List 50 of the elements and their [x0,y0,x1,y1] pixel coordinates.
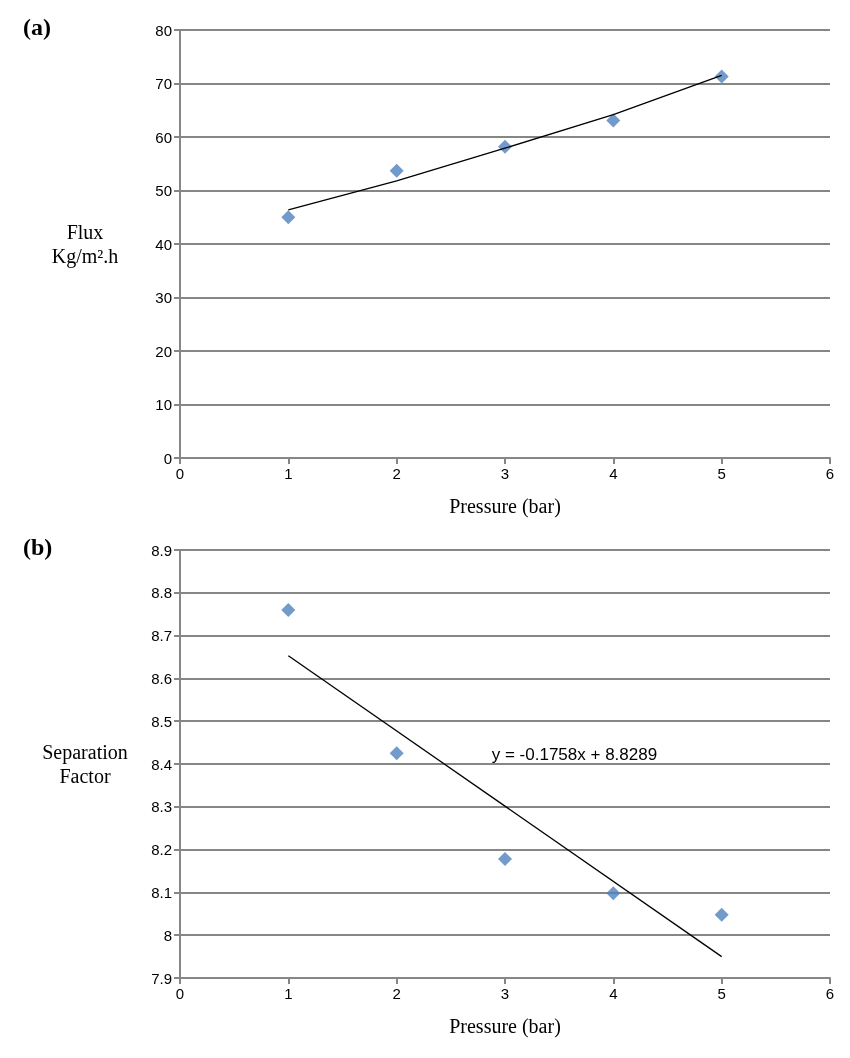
x-tick-label: 3 [500,985,510,1002]
x-axis-title: Pressure (bar) [449,1015,561,1038]
x-tick-label: 4 [609,465,618,482]
point [389,163,404,178]
annotation: y = -0.1758x + 8.8289 [491,745,658,765]
x-tick-label: 0 [175,985,185,1002]
chart-title: (a) [23,14,51,40]
x-tick-label: 4 [609,985,618,1002]
x-tick-label: 0 [175,465,185,482]
point [281,602,296,617]
y-tick-label: 8.9 [151,541,172,559]
y-tick-label: 0 [163,449,172,467]
y-tick-label: 7.9 [151,969,172,987]
point [281,210,296,225]
y-tick-label: 8 [163,926,172,944]
x-tick-label: 6 [825,465,835,482]
x-tick-label: 3 [500,465,510,482]
y-tick-label: 10 [155,396,172,413]
point [714,69,729,84]
point [714,907,729,922]
y-tick-label: 8.4 [151,755,172,773]
y-tick-label: 50 [155,182,172,199]
y-tick-label: 30 [155,289,172,306]
x-axis-title: Pressure (bar) [449,495,561,518]
y-tick-label: 8.6 [151,669,172,687]
x-tick-label: 1 [284,465,293,482]
y-tick-label: 8.7 [151,627,172,645]
y-axis-title: Separation Factor [42,741,128,787]
y-tick-label: 20 [155,342,172,360]
x-tick-label: 5 [717,985,726,1002]
y-tick-label: 8.8 [151,584,172,602]
y-tick-label: 8.5 [151,712,172,730]
point [606,886,621,901]
point [606,113,621,128]
y-tick-label: 60 [155,128,172,146]
x-tick-label: 2 [392,985,401,1002]
y-tick-label: 8.3 [151,798,172,816]
chart-title: (b) [23,534,53,560]
x-tick-label: 6 [825,985,835,1002]
y-axis-title: Flux Kg/m².h [51,221,119,268]
y-tick-label: 8.2 [151,841,172,859]
y-tick-label: 40 [155,235,172,253]
x-tick-label: 5 [717,465,726,482]
x-tick-label: 2 [392,465,401,482]
y-tick-label: 8.1 [151,883,172,901]
x-tick-label: 1 [284,985,293,1002]
y-tick-label: 80 [155,21,172,39]
y-tick-label: 70 [155,75,172,92]
point [389,746,404,761]
point [498,852,512,867]
